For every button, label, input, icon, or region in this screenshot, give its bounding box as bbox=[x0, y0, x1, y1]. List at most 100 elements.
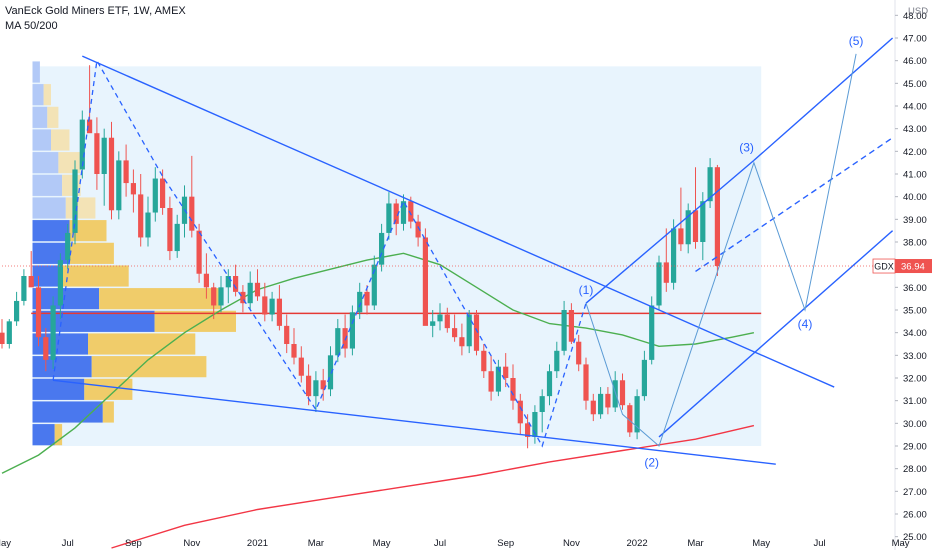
price-tick-label: 28.00 bbox=[903, 464, 927, 475]
candle-body bbox=[459, 337, 465, 347]
candle-body bbox=[430, 321, 436, 326]
candle-body bbox=[6, 321, 12, 344]
candle-body bbox=[707, 167, 713, 202]
price-tick-label: 42.00 bbox=[903, 147, 927, 158]
candle-body bbox=[583, 364, 589, 401]
time-tick-label: Sep bbox=[125, 538, 142, 549]
volume-profile-down-bar bbox=[69, 242, 114, 264]
candle-down bbox=[130, 169, 136, 213]
volume-profile-down-bar bbox=[62, 174, 81, 196]
candle-body bbox=[14, 300, 20, 322]
candle-down bbox=[160, 169, 166, 215]
price-tick-label: 43.00 bbox=[903, 124, 927, 135]
price-tick-label: 39.00 bbox=[903, 215, 927, 226]
candle-body bbox=[108, 137, 115, 211]
candle-body bbox=[130, 183, 136, 195]
candle-body bbox=[393, 203, 399, 224]
volume-profile-up-bar bbox=[32, 152, 59, 174]
candle-up bbox=[466, 310, 472, 354]
candle-up bbox=[634, 389, 640, 440]
candle-body bbox=[254, 282, 261, 297]
time-tick-label: Jul bbox=[62, 538, 74, 549]
candle-body bbox=[678, 228, 684, 245]
candle-body bbox=[203, 273, 209, 288]
time-tick-label: 2021 bbox=[247, 538, 268, 549]
volume-profile-down-bar bbox=[102, 401, 114, 423]
volume-profile-up-bar bbox=[32, 310, 155, 332]
volume-profile-up-bar bbox=[32, 401, 103, 423]
candle-up bbox=[21, 269, 27, 306]
zigzag-dashed-path bbox=[52, 58, 587, 448]
candle-up bbox=[6, 319, 12, 349]
candle-down bbox=[108, 121, 115, 220]
candle-down bbox=[452, 314, 458, 342]
price-tick-label: 29.00 bbox=[903, 442, 927, 453]
price-tick-label: 41.00 bbox=[903, 170, 927, 181]
candle-body bbox=[335, 328, 341, 356]
candle-body bbox=[145, 212, 151, 238]
volume-profile-up-bar bbox=[32, 197, 66, 219]
volume-profile-up-bar bbox=[32, 220, 70, 242]
price-tick-label: 40.00 bbox=[903, 192, 927, 203]
candle-up bbox=[152, 167, 158, 222]
candle-down bbox=[320, 368, 326, 401]
candle-body bbox=[211, 287, 217, 306]
time-tick-label: Mar bbox=[308, 538, 324, 549]
candle-down bbox=[473, 310, 480, 356]
time-tick-label: May bbox=[892, 538, 910, 549]
candle-body bbox=[327, 355, 334, 390]
candle-body bbox=[269, 298, 275, 315]
candle-body bbox=[510, 378, 516, 401]
candle-down bbox=[138, 174, 144, 247]
wave-label: (1) bbox=[579, 283, 594, 297]
candle-up bbox=[671, 219, 677, 290]
candle-down bbox=[627, 402, 633, 437]
lower-wedge-trendline bbox=[53, 379, 776, 465]
price-tick-label: 44.00 bbox=[903, 102, 927, 113]
volume-profile-up-bar bbox=[32, 378, 85, 400]
candle-body bbox=[35, 287, 42, 338]
candle-body bbox=[400, 201, 407, 224]
candle-up bbox=[707, 158, 713, 208]
candle-body bbox=[590, 400, 596, 415]
candle-body bbox=[379, 232, 385, 265]
candle-down bbox=[240, 285, 246, 313]
candle-body bbox=[561, 310, 567, 351]
candle-down bbox=[576, 334, 582, 372]
candle-body bbox=[276, 298, 282, 326]
volume-profile-down-bar bbox=[88, 333, 196, 355]
candle-up bbox=[72, 160, 78, 245]
candle-body bbox=[714, 167, 720, 267]
candle-down bbox=[196, 223, 202, 283]
volume-profile-up-bar bbox=[32, 424, 55, 446]
candle-body bbox=[627, 405, 633, 433]
candle-up bbox=[379, 223, 385, 272]
candle-down bbox=[291, 328, 297, 365]
elliott-wave-path bbox=[585, 53, 857, 447]
wave-label: (3) bbox=[739, 140, 754, 154]
candle-body bbox=[546, 371, 553, 397]
candle-up bbox=[247, 271, 253, 310]
candle-body bbox=[452, 328, 458, 338]
channel-upper-line bbox=[753, 37, 894, 161]
candle-down bbox=[28, 251, 34, 288]
price-tick-label: 32.00 bbox=[903, 374, 927, 385]
candle-down bbox=[203, 253, 209, 299]
candle-up bbox=[145, 196, 151, 247]
candle-body bbox=[576, 341, 582, 365]
time-tick-label: Mar bbox=[687, 538, 703, 549]
volume-profile-down-bar bbox=[47, 106, 59, 128]
volume-profile-up-bar bbox=[32, 61, 40, 83]
candle-body bbox=[218, 287, 224, 306]
candle-body bbox=[138, 194, 144, 238]
price-tick-label: 45.00 bbox=[903, 79, 927, 90]
candle-down bbox=[619, 373, 626, 410]
candle-body bbox=[291, 344, 297, 358]
channel-lower-line bbox=[658, 230, 894, 438]
candle-up bbox=[335, 319, 341, 363]
candle-body bbox=[656, 262, 662, 306]
volume-profile-up-bar bbox=[32, 174, 63, 196]
volume-profile-up-bar bbox=[32, 265, 63, 287]
candle-down bbox=[714, 164, 720, 276]
